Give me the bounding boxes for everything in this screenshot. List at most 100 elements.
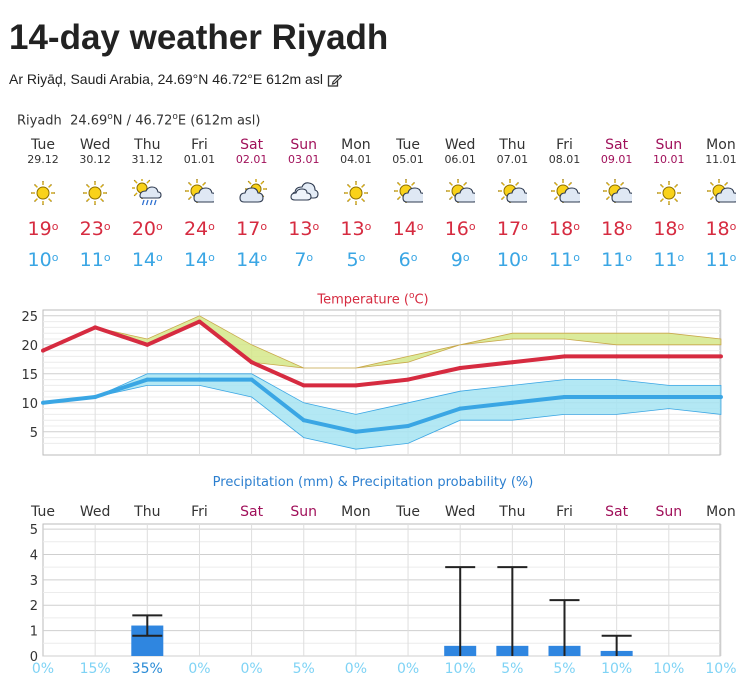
day-date: 04.01 [340, 153, 372, 166]
min-temp-point [145, 377, 150, 382]
min-temp-value: 10 [496, 249, 522, 271]
min-temp-degree: o [625, 251, 633, 264]
max-temp: 13o [278, 218, 330, 240]
min-temp-value: 14 [131, 249, 157, 271]
precip-probability: 15% [80, 661, 111, 677]
day-date: 29.12 [27, 153, 59, 166]
day-name: Sun [655, 137, 683, 153]
day-column: Tue 29.12 19o 10o [17, 137, 69, 271]
max-temp-degree: o [364, 220, 372, 233]
max-temp-point [353, 383, 358, 388]
max-temp-point [666, 354, 671, 359]
min-temp-degree: o [521, 251, 528, 264]
lon-dir: E [177, 113, 187, 129]
day-column: Thu 31.12 20o 14o [121, 137, 173, 271]
max-temp-degree: o [468, 220, 476, 233]
day-date: 03.01 [288, 153, 320, 166]
day-date: 05.01 [392, 153, 424, 166]
min-temp: 14o [121, 249, 173, 271]
max-temp-point [41, 348, 45, 353]
max-temp-value: 23 [79, 218, 104, 240]
min-temp: 11o [69, 249, 121, 271]
min-temp: 11o [539, 249, 591, 271]
min-temp-point [718, 395, 723, 399]
precip-probability: 5% [553, 661, 575, 677]
precip-y-tick: 5 [30, 523, 38, 538]
sun-icon [31, 181, 55, 205]
location-name: Riyadh [17, 113, 62, 129]
precip-day-label: Sun [290, 504, 317, 520]
sun-cloud-icon [446, 179, 476, 203]
sun-cloud-icon [498, 179, 528, 203]
day-column: Tue 05.01 14o 6o [382, 137, 434, 271]
day-column: Wed 06.01 16o 9o [434, 137, 486, 271]
max-temp-value: 14 [392, 218, 417, 240]
min-temp: 7o [278, 249, 330, 271]
longitude: 46.72 [135, 113, 173, 129]
min-temp-point [458, 406, 463, 411]
edit-icon[interactable] [327, 73, 342, 88]
day-name: Sat [240, 137, 264, 153]
temp-y-tick: 25 [21, 310, 38, 325]
day-date: 10.01 [653, 153, 685, 166]
max-temp-value: 18 [653, 218, 678, 240]
max-temp-degree: o [416, 220, 424, 233]
max-temp-value: 19 [27, 218, 52, 240]
min-temp: 6o [382, 249, 434, 271]
precip-range-whisker [132, 614, 163, 637]
precip-y-tick: 4 [30, 548, 38, 563]
max-temp-value: 17 [236, 218, 261, 240]
cloud-icon [290, 182, 319, 201]
max-temp: 17o [486, 218, 538, 240]
precip-day-label: Tue [30, 504, 55, 520]
min-temp-point [614, 395, 619, 399]
min-temp-point [562, 395, 567, 399]
day-column: Wed 30.12 23o 11o [69, 137, 121, 271]
precip-y-tick: 1 [30, 625, 38, 640]
day-column: Sat 09.01 18o 11o [591, 137, 643, 271]
max-temp-value: 18 [549, 218, 574, 240]
max-temp-point [510, 360, 515, 365]
lat-degree: o [107, 112, 113, 122]
precip-probability: 10% [601, 661, 632, 677]
temp-y-tick: 20 [21, 339, 38, 354]
temp-title-b: C) [414, 292, 429, 308]
min-temp-value: 14 [183, 249, 209, 271]
precip-range-whisker [445, 566, 476, 656]
max-temp: 19o [17, 218, 69, 240]
min-temp-point [406, 424, 411, 428]
precip-day-label: Sat [240, 504, 263, 520]
day-name: Fri [556, 137, 573, 153]
min-temp-point [197, 377, 202, 382]
min-temp: 10o [486, 249, 538, 271]
max-temp-degree: o [677, 220, 685, 233]
max-temp-point [93, 325, 98, 330]
max-temp-value: 16 [444, 218, 469, 240]
altitude: (612m asl) [190, 113, 261, 129]
temp-y-tick: 10 [21, 397, 38, 412]
day-column: Fri 01.01 24o 14o [173, 137, 225, 271]
precip-day-label: Wed [80, 504, 111, 520]
max-temp-point [458, 366, 463, 370]
temperature-chart-title: Temperature (oC) [0, 288, 746, 308]
precip-probability: 5% [293, 661, 315, 677]
day-date: 08.01 [548, 153, 581, 166]
min-temp-degree: o [462, 251, 470, 264]
max-temp-degree: o [103, 220, 111, 233]
max-temp: 18o [643, 218, 695, 240]
temp-y-tick: 15 [21, 368, 38, 383]
location-subtitle: Ar Riyāḑ, Saudi Arabia, 24.69°N 46.72°E … [9, 70, 342, 88]
day-date: 11.01 [705, 153, 737, 166]
max-temp-range-band [42, 315, 722, 369]
min-temp-value: 11 [705, 249, 730, 271]
max-temp-value: 18 [601, 218, 626, 240]
day-date: 09.01 [600, 153, 633, 166]
max-temp-degree: o [573, 220, 580, 233]
precip-range-whisker [497, 566, 528, 656]
min-temp-value: 5 [346, 249, 359, 271]
page-title: 14-day weather Riyadh [9, 18, 389, 57]
min-temp-degree: o [103, 251, 111, 264]
day-column: Mon 11.01 18o 11o [695, 137, 746, 271]
precip-day-label: Sat [605, 504, 628, 520]
min-temp: 14o [173, 249, 225, 271]
